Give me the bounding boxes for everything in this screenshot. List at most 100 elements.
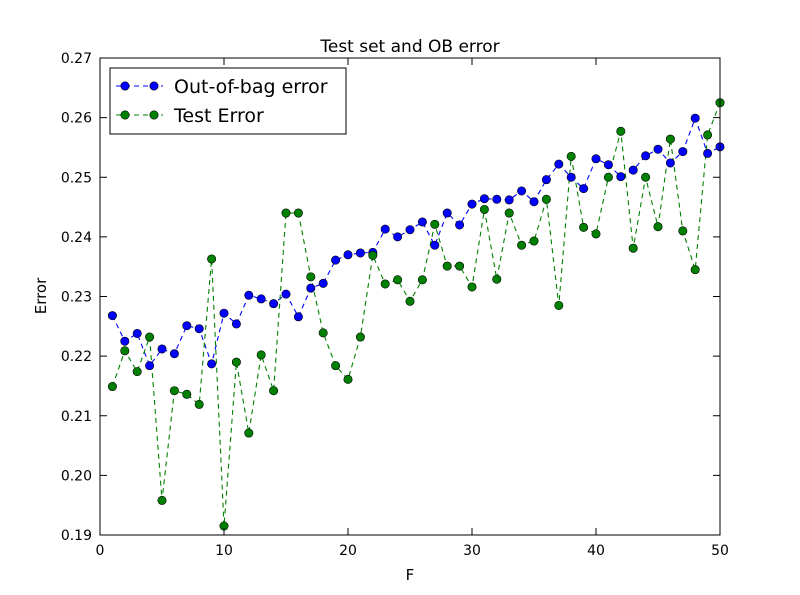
series-0-point xyxy=(194,324,204,334)
series-0-point xyxy=(690,113,700,123)
series-0-point xyxy=(504,195,514,205)
series-0-point xyxy=(293,312,303,322)
series-1-point xyxy=(269,386,279,396)
series-1-point xyxy=(690,265,700,275)
series-0-point xyxy=(591,154,601,164)
series-1-point xyxy=(417,275,427,285)
series-1-point xyxy=(641,172,651,182)
series-1-point xyxy=(665,134,675,144)
series-0-point xyxy=(405,225,415,235)
series-line-0 xyxy=(111,116,721,367)
series-1-point xyxy=(331,361,341,371)
series-0-point xyxy=(678,147,688,157)
series-1-point xyxy=(293,208,303,218)
x-tick-label: 0 xyxy=(96,543,105,559)
series-0-point xyxy=(219,308,229,318)
series-0-point xyxy=(467,199,477,209)
legend-label: Out-of-bag error xyxy=(174,76,328,98)
series-0-point xyxy=(529,197,539,207)
series-1-point xyxy=(430,219,440,229)
series-0-point xyxy=(231,319,241,329)
series-0-point xyxy=(653,144,663,154)
x-tick-label: 30 xyxy=(463,543,481,559)
series-0-point xyxy=(442,208,452,218)
series-1-point xyxy=(120,346,130,356)
legend-swatch-marker xyxy=(149,81,159,91)
series-1-point xyxy=(517,240,527,250)
series-1-point xyxy=(157,495,167,505)
series-0-point xyxy=(541,175,551,185)
series-1-point xyxy=(541,194,551,204)
series-1-point xyxy=(306,272,316,282)
series-0-point xyxy=(207,359,217,369)
series-0-point xyxy=(318,278,328,288)
y-tick-label: 0.23 xyxy=(61,290,92,306)
series-0-point xyxy=(628,165,638,175)
series-1-point xyxy=(343,374,353,384)
legend-swatch-marker xyxy=(149,110,159,120)
series-0-point xyxy=(107,311,117,321)
series-1-point xyxy=(591,229,601,239)
series-0-point xyxy=(306,283,316,293)
series-0-point xyxy=(517,186,527,196)
y-tick-label: 0.22 xyxy=(61,349,92,365)
y-tick-label: 0.21 xyxy=(61,409,92,425)
x-tick-label: 20 xyxy=(339,543,357,559)
series-1-point xyxy=(207,254,217,264)
series-0-point xyxy=(182,321,192,331)
series-0-point xyxy=(145,361,155,371)
series-1-point xyxy=(145,332,155,342)
series-0-point xyxy=(343,250,353,260)
y-axis-ticks: 0.19 0.20 0.21 0.22 0.23 0.24 0.25 0.26 0.27 xyxy=(61,51,720,544)
legend-box xyxy=(109,67,347,135)
y-tick-label: 0.24 xyxy=(61,230,92,246)
series-1-point xyxy=(579,222,589,232)
series-0-point xyxy=(430,240,440,250)
series-0-point xyxy=(380,224,390,234)
series-0-point xyxy=(603,160,613,170)
series-0-point xyxy=(132,328,142,338)
series-1-point xyxy=(355,332,365,342)
series-1-point xyxy=(256,350,266,360)
series-0-point xyxy=(281,289,291,299)
legend: Out-of-bag error Test Error xyxy=(109,67,347,135)
series-1-point xyxy=(653,222,663,232)
series-0-point xyxy=(120,336,130,346)
series-0-point xyxy=(579,184,589,194)
series-1-point xyxy=(107,382,117,392)
series-1-point xyxy=(479,204,489,214)
y-axis-label: Error xyxy=(32,277,50,314)
series-0-point xyxy=(417,217,427,227)
series-1-point xyxy=(132,367,142,377)
series-1-point xyxy=(380,279,390,289)
series-1-point xyxy=(455,261,465,271)
series-1-point xyxy=(231,357,241,367)
plot-lines xyxy=(111,102,721,527)
series-1-point xyxy=(169,386,179,396)
series-0-point xyxy=(157,344,167,354)
series-1-point xyxy=(678,226,688,236)
series-1-point xyxy=(442,261,452,271)
x-tick-label: 10 xyxy=(215,543,233,559)
series-0-point xyxy=(244,290,254,300)
series-1-point xyxy=(182,389,192,399)
y-tick-label: 0.27 xyxy=(61,51,92,67)
legend-swatch-marker xyxy=(120,110,130,120)
series-1-point xyxy=(529,236,539,246)
series-1-point xyxy=(703,130,713,140)
series-0-point xyxy=(665,158,675,168)
series-1-point xyxy=(405,296,415,306)
series-1-point xyxy=(281,208,291,218)
y-tick-label: 0.26 xyxy=(61,111,92,127)
series-1-point xyxy=(368,250,378,260)
series-0-point xyxy=(331,255,341,265)
series-1-point xyxy=(244,428,254,438)
series-0-point xyxy=(554,159,564,169)
series-1-point xyxy=(616,126,626,136)
series-1-point xyxy=(194,399,204,409)
series-1-point xyxy=(467,282,477,292)
series-0-point xyxy=(169,349,179,359)
series-1-point xyxy=(603,172,613,182)
y-tick-label: 0.20 xyxy=(61,468,92,484)
